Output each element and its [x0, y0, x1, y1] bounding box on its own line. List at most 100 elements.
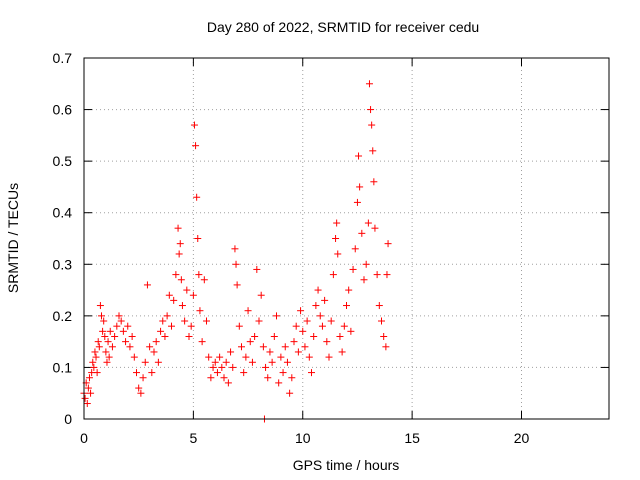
data-point	[218, 363, 226, 371]
data-point	[266, 348, 274, 356]
data-point	[299, 327, 307, 335]
gridlines	[84, 58, 609, 419]
data-point	[255, 317, 263, 325]
data-point	[150, 348, 158, 356]
data-point	[384, 240, 392, 248]
data-point	[355, 152, 363, 160]
data-point	[238, 343, 245, 351]
data-point	[94, 338, 102, 346]
data-point	[340, 322, 348, 330]
data-point	[84, 384, 92, 392]
data-point	[301, 343, 309, 351]
data-point	[262, 363, 270, 371]
data-point	[268, 358, 276, 366]
data-point	[257, 291, 265, 299]
data-point	[316, 312, 324, 320]
data-point	[327, 317, 335, 325]
data-point	[113, 322, 121, 330]
data-point	[213, 369, 221, 377]
data-point	[332, 235, 340, 242]
data-point	[207, 374, 215, 382]
x-axis-label: GPS time / hours	[293, 457, 400, 473]
data-point	[310, 332, 318, 340]
data-point	[232, 260, 240, 268]
data-point	[172, 271, 180, 279]
data-point	[253, 265, 261, 273]
data-point	[95, 343, 103, 351]
data-point	[338, 348, 346, 356]
data-point	[83, 400, 91, 408]
data-point	[281, 343, 289, 351]
data-point	[181, 317, 189, 325]
data-point	[174, 224, 182, 232]
data-point	[244, 307, 252, 315]
data-point	[303, 317, 311, 325]
data-point	[205, 353, 213, 361]
data-point	[211, 358, 219, 366]
data-point	[165, 291, 173, 299]
data-point	[119, 327, 127, 335]
data-point	[93, 369, 101, 377]
data-point	[209, 363, 217, 371]
data-point	[358, 229, 366, 237]
chart-title: Day 280 of 2022, SRMTID for receiver ced…	[207, 19, 479, 35]
data-point	[117, 317, 125, 325]
axis-ticks: 0 0.1 0.2 0.3 0.4 0.5 0.6 0.7 0 5 10 15 20	[53, 50, 609, 446]
data-point	[195, 271, 203, 279]
data-point	[369, 147, 377, 155]
data-point	[126, 343, 134, 351]
data-point	[152, 338, 160, 346]
x-tick-label: 5	[189, 430, 197, 446]
data-point	[177, 276, 185, 284]
data-point	[362, 260, 370, 268]
data-point	[353, 198, 361, 206]
y-tick-label: 0	[64, 411, 72, 427]
data-point	[115, 312, 123, 320]
data-point	[233, 281, 241, 289]
data-point	[89, 358, 97, 366]
data-point	[194, 235, 202, 242]
data-point	[130, 353, 138, 361]
data-point	[100, 317, 108, 325]
data-point	[297, 307, 305, 315]
x-tick-label: 15	[404, 430, 420, 446]
data-point	[251, 332, 259, 340]
data-point	[294, 348, 302, 356]
data-point	[98, 312, 105, 320]
data-point	[351, 245, 359, 253]
data-point	[318, 322, 326, 330]
data-point	[343, 302, 350, 310]
data-point	[193, 193, 201, 201]
data-point	[108, 343, 116, 351]
data-point	[220, 374, 228, 382]
y-tick-label: 0.5	[53, 153, 73, 169]
data-point	[159, 317, 167, 325]
data-point	[87, 389, 95, 397]
data-point	[122, 338, 130, 346]
data-point	[135, 384, 143, 392]
data-point	[139, 374, 147, 382]
data-point	[92, 353, 100, 361]
data-point	[203, 317, 210, 325]
data-point	[288, 374, 296, 382]
data-point	[242, 353, 250, 361]
data-point	[375, 302, 383, 310]
data-point	[308, 369, 315, 377]
data-point	[373, 271, 381, 279]
data-point	[96, 302, 104, 310]
data-point	[240, 369, 248, 377]
data-point	[190, 121, 198, 129]
data-point	[200, 276, 208, 284]
data-point	[290, 338, 298, 346]
data-point	[81, 394, 89, 402]
data-point	[106, 327, 114, 335]
data-point	[246, 338, 254, 346]
data-point	[175, 250, 183, 258]
data-point	[222, 358, 230, 366]
data-point	[128, 332, 136, 340]
data-point	[336, 332, 344, 340]
data-point	[367, 106, 375, 114]
data-point	[333, 219, 341, 227]
data-point	[371, 224, 379, 232]
